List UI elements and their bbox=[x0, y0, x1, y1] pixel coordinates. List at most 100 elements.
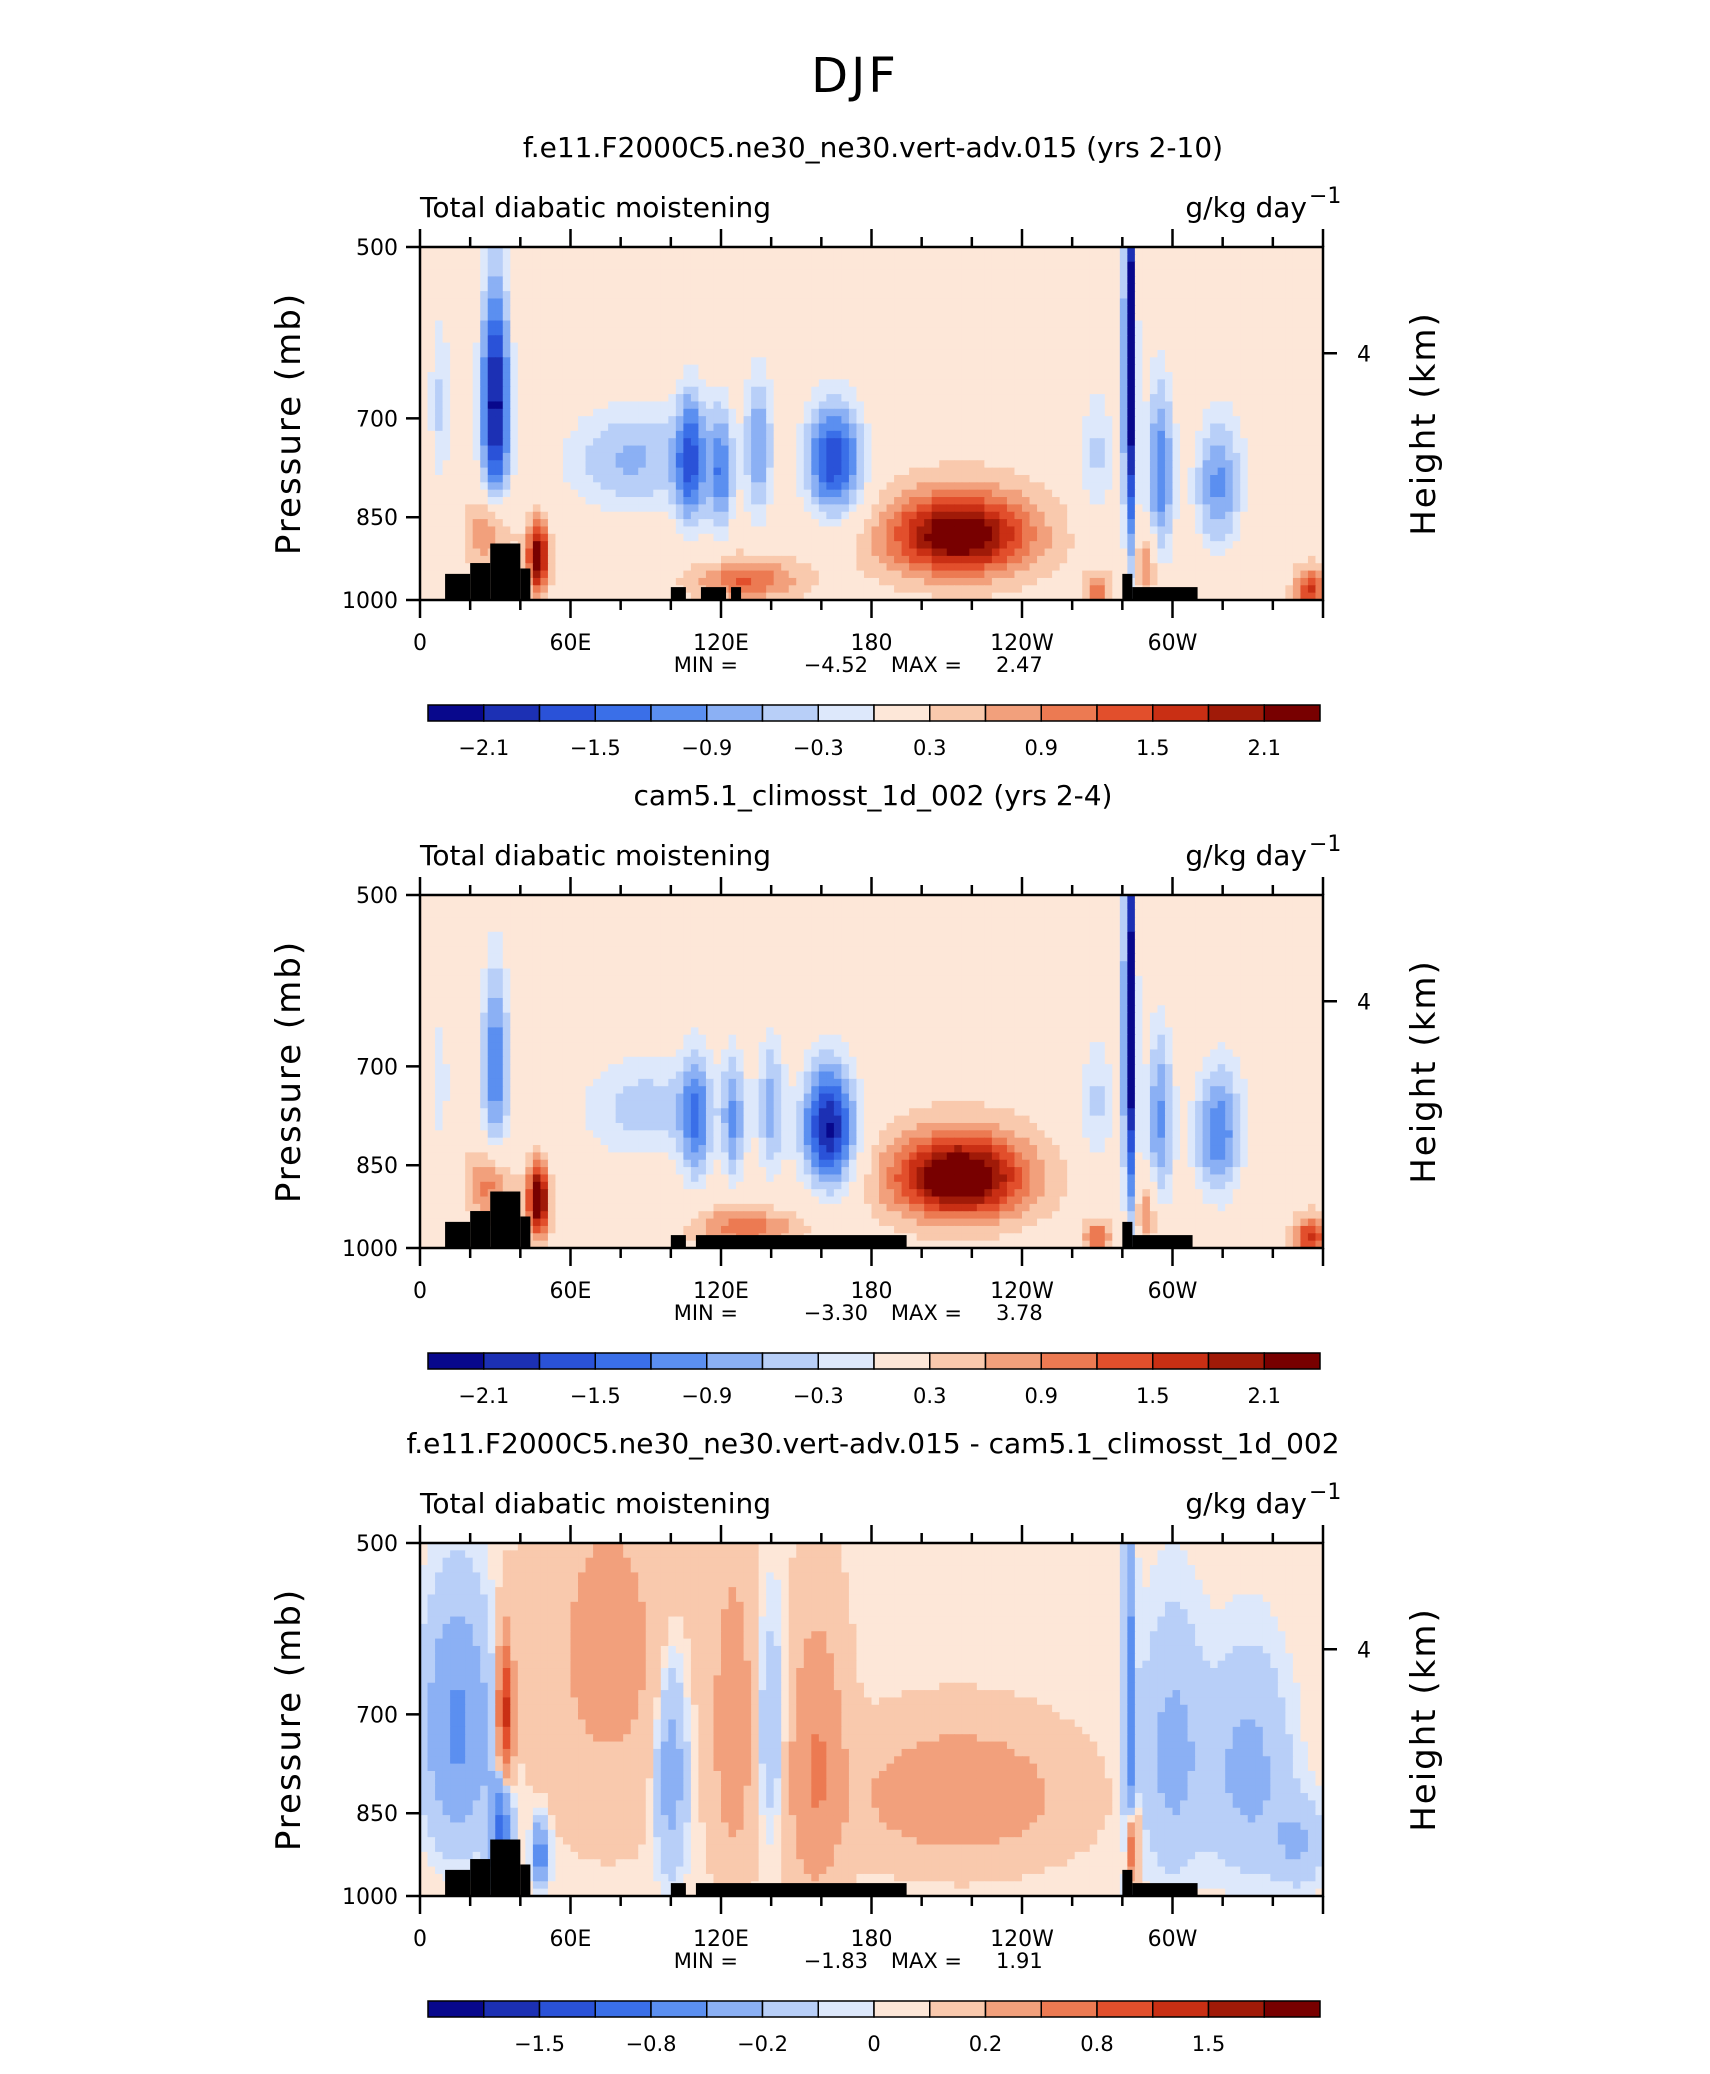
field-cell bbox=[480, 386, 489, 395]
field-cell bbox=[1187, 489, 1196, 498]
field-cell bbox=[645, 460, 654, 469]
field-cell bbox=[547, 445, 557, 454]
field-cell bbox=[1195, 533, 1204, 542]
field-cell bbox=[901, 261, 910, 270]
field-cell bbox=[660, 548, 669, 557]
field-cell bbox=[856, 416, 865, 425]
field-cell bbox=[675, 394, 684, 403]
field-cell bbox=[487, 261, 496, 270]
field-cell bbox=[1292, 386, 1302, 395]
field-cell bbox=[773, 445, 782, 454]
field-cell bbox=[1225, 541, 1234, 550]
field-cell bbox=[954, 261, 963, 270]
field-cell bbox=[991, 401, 1001, 410]
field-cell bbox=[1052, 452, 1061, 461]
field-cell bbox=[901, 423, 910, 432]
field-cell bbox=[1210, 372, 1219, 380]
field-cell bbox=[1225, 379, 1234, 388]
field-cell bbox=[1059, 298, 1068, 307]
field-cell bbox=[736, 261, 745, 270]
field-cell bbox=[562, 335, 572, 344]
field-cell bbox=[645, 349, 654, 358]
field-cell bbox=[766, 335, 775, 344]
field-cell bbox=[954, 364, 963, 373]
field-cell bbox=[547, 519, 557, 528]
field-cell bbox=[1277, 372, 1286, 380]
field-cell bbox=[1037, 364, 1046, 373]
field-cell bbox=[999, 430, 1008, 439]
field-cell bbox=[803, 335, 812, 344]
field-cell bbox=[593, 416, 602, 425]
field-cell bbox=[1262, 489, 1271, 498]
field-cell bbox=[811, 526, 820, 535]
field-cell bbox=[803, 511, 812, 520]
field-cell bbox=[608, 452, 617, 461]
field-cell bbox=[608, 364, 617, 373]
field-cell bbox=[976, 269, 985, 278]
field-cell bbox=[495, 283, 504, 292]
field-cell bbox=[495, 364, 504, 373]
field-cell bbox=[495, 423, 504, 432]
field-cell bbox=[472, 372, 481, 380]
field-cell bbox=[1255, 254, 1264, 263]
field-cell bbox=[1217, 261, 1226, 270]
field-cell bbox=[562, 320, 572, 329]
field-cell bbox=[1014, 452, 1023, 461]
field-cell bbox=[1180, 349, 1189, 358]
field-cell bbox=[946, 379, 955, 388]
field-cell bbox=[653, 489, 662, 498]
field-cell bbox=[781, 349, 790, 358]
field-cell bbox=[653, 247, 662, 255]
field-cell bbox=[999, 401, 1008, 410]
field-cell bbox=[931, 511, 940, 520]
field-cell bbox=[1014, 313, 1023, 322]
field-cell bbox=[615, 445, 624, 454]
field-cell bbox=[1119, 357, 1128, 366]
field-cell bbox=[1006, 320, 1016, 329]
field-cell bbox=[645, 511, 654, 520]
field-cell bbox=[427, 408, 436, 417]
field-cell bbox=[668, 298, 677, 307]
field-cell bbox=[1037, 401, 1046, 410]
field-cell bbox=[562, 372, 572, 380]
field-cell bbox=[931, 408, 940, 417]
field-cell bbox=[736, 416, 745, 425]
field-cell bbox=[1270, 452, 1279, 461]
field-cell bbox=[1180, 394, 1189, 403]
field-cell bbox=[1112, 533, 1121, 542]
field-cell bbox=[1232, 335, 1241, 344]
field-cell bbox=[736, 291, 745, 300]
field-cell bbox=[1059, 342, 1068, 351]
field-cell bbox=[886, 247, 895, 255]
field-cell bbox=[1104, 445, 1113, 454]
field-cell bbox=[1149, 541, 1159, 550]
field-cell bbox=[728, 416, 737, 425]
field-cell bbox=[630, 269, 639, 278]
field-cell bbox=[1180, 519, 1189, 528]
field-cell bbox=[1210, 401, 1219, 410]
field-cell bbox=[502, 269, 511, 278]
field-cell bbox=[1180, 254, 1189, 263]
field-cell bbox=[683, 372, 692, 380]
field-cell bbox=[916, 526, 925, 535]
field-cell bbox=[1037, 489, 1046, 498]
field-cell bbox=[1180, 497, 1189, 505]
field-cell bbox=[1300, 511, 1309, 520]
field-cell bbox=[653, 548, 662, 557]
field-cell bbox=[728, 291, 737, 300]
field-cell bbox=[863, 408, 873, 417]
field-cell bbox=[743, 364, 752, 373]
field-cell bbox=[600, 482, 609, 491]
field-cell bbox=[510, 504, 519, 513]
field-cell bbox=[480, 511, 489, 520]
field-cell bbox=[803, 504, 812, 513]
field-cell bbox=[1022, 452, 1031, 461]
field-cell bbox=[683, 283, 692, 292]
field-cell bbox=[472, 519, 481, 528]
field-cell bbox=[991, 386, 1001, 395]
field-cell bbox=[826, 482, 835, 491]
field-cell bbox=[811, 372, 820, 380]
field-cell bbox=[961, 452, 970, 461]
field-cell bbox=[578, 526, 587, 535]
field-cell bbox=[796, 313, 805, 322]
